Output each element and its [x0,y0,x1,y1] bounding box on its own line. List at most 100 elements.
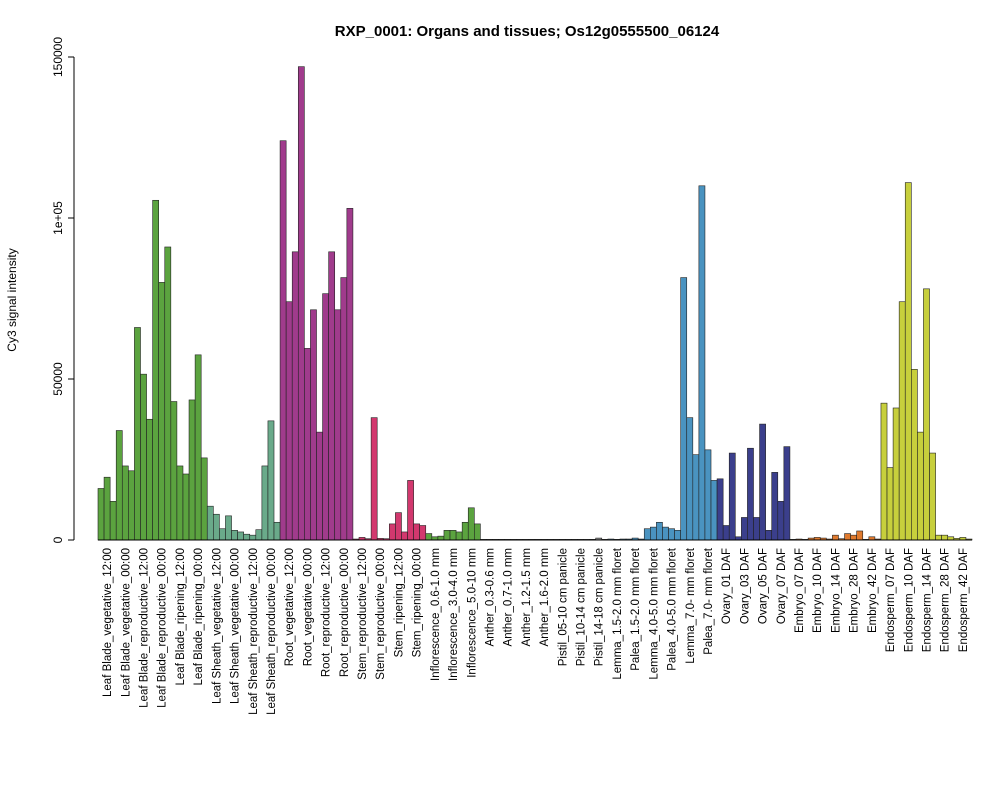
bar [437,535,445,541]
bar [261,465,269,541]
bars [97,66,973,541]
y-axis-label: Cy3 signal intensity [5,248,19,351]
category-label: Leaf Blade_reproductive_12:00 [139,548,151,708]
bar [370,417,378,541]
category-label: Embryo_10 DAF [812,548,824,633]
category-label: Leaf Sheath_reproductive_00:00 [266,548,278,715]
bar [194,354,202,541]
bar [134,327,141,541]
bar [225,515,232,541]
bar [650,526,657,541]
bar [188,399,196,541]
category-label: Root_vegetative_00:00 [302,548,314,666]
bar [892,407,900,541]
category-label: Lemma_7.0- mm floret [685,547,697,663]
bar [243,533,251,541]
bar [121,465,129,541]
bar [898,301,906,541]
bar [880,402,888,541]
category-label: Endosperm_10 DAF [903,548,915,652]
bar [146,418,153,541]
category-label: Leaf Sheath_vegetative_00:00 [230,548,242,704]
category-label: Anther_0.3-0.6 mm [484,548,496,646]
bar [200,457,208,541]
bar [686,417,694,541]
bar [716,478,724,541]
category-label: Root_reproductive_00:00 [339,548,351,677]
y-axis: 0 50000 1e+05 150000 [51,37,75,543]
bar [340,277,348,541]
category-label: Embryo_14 DAF [830,548,842,633]
bar [728,452,736,541]
category-label: Leaf Blade_vegetative_12:00 [102,548,114,697]
category-label: Endosperm_28 DAF [940,548,952,652]
bar [674,530,681,541]
bar [140,373,147,541]
bar [741,517,748,541]
y-tick-label: 150000 [51,37,65,77]
bar [455,531,463,541]
bar [316,431,323,541]
bar [449,530,457,541]
category-label: Leaf Sheath_reproductive_12:00 [248,548,260,715]
category-label: Lemma_1.5-2.0 mm floret [612,547,624,679]
bar [443,530,451,541]
bar [680,277,688,541]
category-label: Endosperm_07 DAF [885,548,897,652]
category-label: Palea_7.0- mm floret [703,547,715,655]
bar [759,423,766,541]
category-label: Ovary_03 DAF [739,548,751,624]
category-label: Palea_4.0-5.0 mm floret [667,547,679,671]
category-label: Leaf Blade_ripening_00:00 [193,548,205,685]
bar [923,288,930,541]
bar [237,531,244,541]
category-label: Pistil_10-14 cm panicle [576,548,588,666]
bar [710,480,718,541]
bar [935,534,942,541]
category-label: Endosperm_14 DAF [921,548,933,652]
category-label: Anther_1.6-2.0 mm [539,548,551,646]
bar [395,512,402,541]
bar [747,447,754,541]
category-label: Anther_0.7-1.0 mm [503,548,515,646]
bar [886,467,894,541]
bar [346,208,354,541]
bar [722,525,730,541]
bar [249,534,257,541]
y-tick-label: 0 [51,536,65,543]
bar [856,530,864,541]
bar [419,525,427,541]
bar [662,526,669,541]
category-label: Embryo_28 DAF [849,548,861,633]
category-label: Lemma_4.0-5.0 mm floret [648,547,660,679]
category-label: Embryo_42 DAF [867,548,879,633]
bar [115,430,123,541]
category-label: Inflorescence_3.0-4.0 mm [448,548,460,681]
bar [231,530,238,541]
bar [474,523,481,541]
y-tick-label: 50000 [51,362,65,396]
bar [698,185,706,541]
bar [401,531,408,541]
bar [692,454,700,541]
bar [158,282,166,541]
bar [929,452,936,541]
bar [176,465,184,541]
category-label: Leaf Blade_reproductive_00:00 [157,548,169,708]
bar [389,523,396,541]
category-label: Ovary_05 DAF [758,548,770,624]
bar [267,420,275,541]
bar [206,505,214,541]
bar [753,517,760,541]
bar [656,521,663,541]
bar [911,369,918,541]
bar [850,534,857,541]
bar [777,501,785,541]
bar [285,301,293,541]
bar [213,513,220,541]
bar [407,480,414,541]
bar [461,521,469,541]
y-tick-label: 1e+05 [51,201,65,235]
category-label: Stem_ripening_00:00 [412,548,424,657]
